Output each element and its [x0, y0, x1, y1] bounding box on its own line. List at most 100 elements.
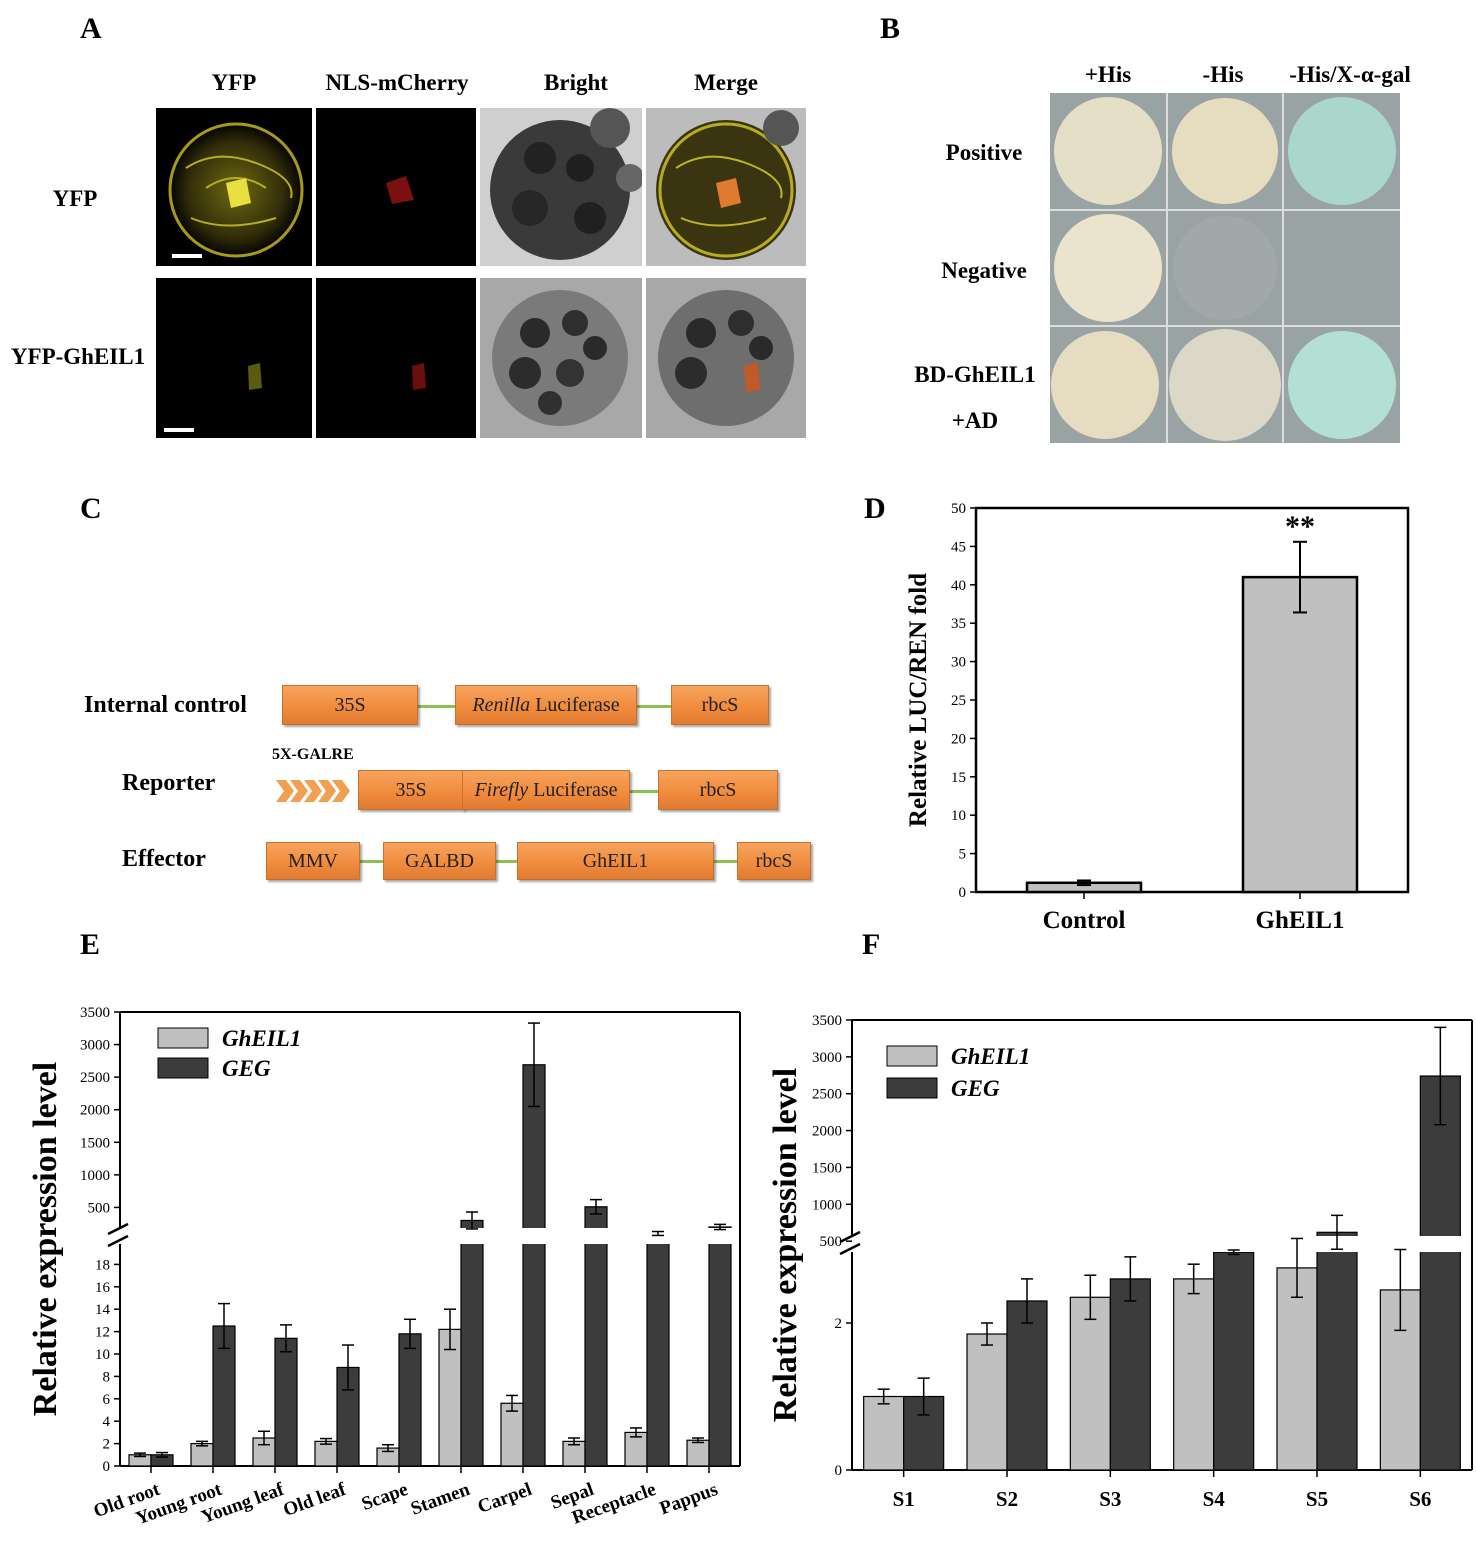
box-ic-rbcs: rbcS — [671, 685, 769, 725]
box-ic-renilla-luciferase: Renilla Luciferase — [455, 685, 637, 725]
row-label-bd-gheil1: BD-GhEIL1 — [914, 362, 1036, 387]
row-label-yfp: YFP — [52, 186, 98, 211]
connector — [636, 705, 672, 708]
galre-repeat-arrows — [276, 780, 350, 802]
y-axis-label: Relative expression level — [27, 1062, 64, 1416]
y-tick-label: 35 — [951, 616, 966, 632]
bar — [314, 1440, 338, 1467]
bar — [584, 1206, 608, 1467]
y-tick-label: 2000 — [812, 1124, 842, 1140]
yeast-plate-grid — [1050, 93, 1400, 443]
bar — [460, 1219, 484, 1467]
micrograph-gheil1-bright — [480, 278, 642, 438]
legend-label: GEG — [951, 1076, 1000, 1101]
bar — [708, 1226, 732, 1467]
y-tick-label: 1500 — [80, 1135, 110, 1151]
micrograph-yfp-merge — [646, 108, 806, 266]
y-tick-label: 4 — [103, 1414, 111, 1430]
bar — [646, 1232, 670, 1467]
legend-swatch — [886, 1045, 938, 1067]
y-tick-label: 3000 — [80, 1038, 110, 1054]
y-tick-label: 0 — [959, 885, 967, 901]
label-effector: Effector — [122, 846, 206, 872]
bar — [274, 1337, 298, 1467]
chart-d: 0 5 10 15 20 25 30 35 40 45 50 Control GhEIL1 ** Relat… — [905, 501, 1410, 934]
x-tick-label: Scape — [359, 1479, 411, 1515]
row-label-negative: Negative — [941, 258, 1027, 283]
box-eff-rbcs: rbcS — [737, 842, 811, 880]
y-tick-label: 5 — [959, 847, 967, 863]
y-tick-label: 2 — [103, 1437, 111, 1453]
y-tick-label: 3500 — [812, 1013, 842, 1029]
y-tick-label: 6 — [103, 1392, 111, 1408]
connector — [494, 860, 518, 863]
y-axis-label: Relative LUC/REN fold — [905, 573, 932, 827]
connector — [628, 790, 658, 793]
y-tick-label: 40 — [951, 578, 966, 594]
y-tick-label: 2500 — [80, 1070, 110, 1086]
x-tick-label: S5 — [1306, 1487, 1328, 1511]
y-tick-label: 3000 — [812, 1050, 842, 1066]
label-reporter: Reporter — [122, 770, 216, 796]
connector — [416, 705, 456, 708]
x-tick-label: Pappus — [657, 1479, 721, 1519]
y-tick-label: 25 — [951, 693, 966, 709]
x-tick-label: Control — [1043, 907, 1126, 934]
x-tick-label: S6 — [1409, 1487, 1431, 1511]
bar-break-gap — [708, 1228, 732, 1244]
legend-swatch — [157, 1057, 209, 1079]
box-eff-mmv: MMV — [266, 842, 360, 880]
row-label-positive: Positive — [945, 140, 1023, 165]
connector — [712, 860, 738, 863]
bar-break-gap — [1212, 1236, 1255, 1252]
col-header-bright: Bright — [544, 70, 608, 95]
col-header-minus-his: -His — [1202, 62, 1244, 87]
micrograph-gheil1-merge — [646, 278, 806, 438]
col-header-nls-mcherry: NLS-mCherry — [325, 70, 469, 95]
panel-label-c: C — [80, 492, 102, 525]
y-tick-label: 500 — [88, 1200, 111, 1216]
panel-label-b: B — [880, 12, 901, 45]
x-tick-label: Carpel — [475, 1479, 535, 1518]
box-rep-rbcs: rbcS — [658, 770, 778, 810]
bar — [1213, 1251, 1255, 1471]
bar — [1173, 1278, 1215, 1471]
bar — [500, 1402, 524, 1467]
x-tick-label: GhEIL1 — [1256, 907, 1345, 934]
bar-break-gap — [1419, 1236, 1462, 1252]
y-tick-label: 14 — [95, 1302, 111, 1318]
col-header-plus-his: +His — [1084, 62, 1132, 87]
x-tick-label: S4 — [1203, 1487, 1226, 1511]
col-header-x-alpha-gal: -His/X-α-gal — [1289, 62, 1411, 87]
y-tick-label: 2 — [835, 1316, 843, 1332]
y-axis-label: Relative expression level — [767, 1068, 804, 1422]
bar-break-gap — [522, 1228, 546, 1244]
box-eff-gheil1: GhEIL1 — [517, 842, 714, 880]
y-tick-label: 1000 — [80, 1168, 110, 1184]
bar — [966, 1333, 1008, 1471]
label-5x-galre: 5X-GALRE — [272, 746, 354, 763]
y-tick-label: 30 — [951, 655, 966, 671]
micrograph-yfp-mcherry — [316, 108, 476, 266]
legend-label: GhEIL1 — [951, 1044, 1030, 1069]
y-tick-label: 1000 — [812, 1197, 842, 1213]
box-eff-galbd: GALBD — [383, 842, 496, 880]
x-tick-label: Old leaf — [281, 1479, 350, 1521]
bar — [903, 1395, 945, 1471]
y-tick-label: 3500 — [80, 1005, 110, 1021]
x-tick-label: Stamen — [408, 1479, 473, 1520]
x-tick-label: S2 — [996, 1487, 1018, 1511]
bar — [1241, 575, 1359, 894]
y-tick-label: 500 — [820, 1234, 843, 1250]
y-tick-label: 2000 — [80, 1103, 110, 1119]
y-tick-label: 0 — [835, 1463, 843, 1479]
bar — [686, 1439, 710, 1467]
label-internal-control: Internal control — [84, 692, 247, 718]
axis-break-mark — [839, 1230, 861, 1244]
legend-label: GEG — [222, 1056, 271, 1081]
bar — [522, 1064, 546, 1467]
micrograph-gheil1-yfp — [156, 278, 312, 438]
axis-break-mark — [107, 1234, 129, 1248]
bar-break-gap — [460, 1228, 484, 1244]
col-header-merge: Merge — [694, 70, 758, 95]
